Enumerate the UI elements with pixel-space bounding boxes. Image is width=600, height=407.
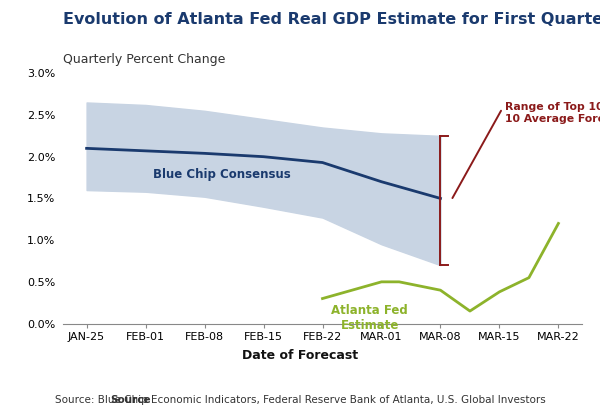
Text: Source: Blue Chip Economic Indicators, Federal Reserve Bank of Atlanta, U.S. Glo: Source: Blue Chip Economic Indicators, F…: [55, 395, 545, 405]
Text: Quarterly Percent Change: Quarterly Percent Change: [63, 53, 226, 66]
Text: Range of Top 10 and Bottom
10 Average Forecasts: Range of Top 10 and Bottom 10 Average Fo…: [505, 103, 600, 124]
Text: Source: Source: [110, 395, 151, 405]
Text: Blue Chip Consensus: Blue Chip Consensus: [154, 168, 291, 181]
Text: Date of Forecast: Date of Forecast: [242, 349, 358, 362]
Text: Evolution of Atlanta Fed Real GDP Estimate for First Quarter 2019: Evolution of Atlanta Fed Real GDP Estima…: [63, 12, 600, 27]
Text: Atlanta Fed
Estimate: Atlanta Fed Estimate: [331, 304, 408, 333]
